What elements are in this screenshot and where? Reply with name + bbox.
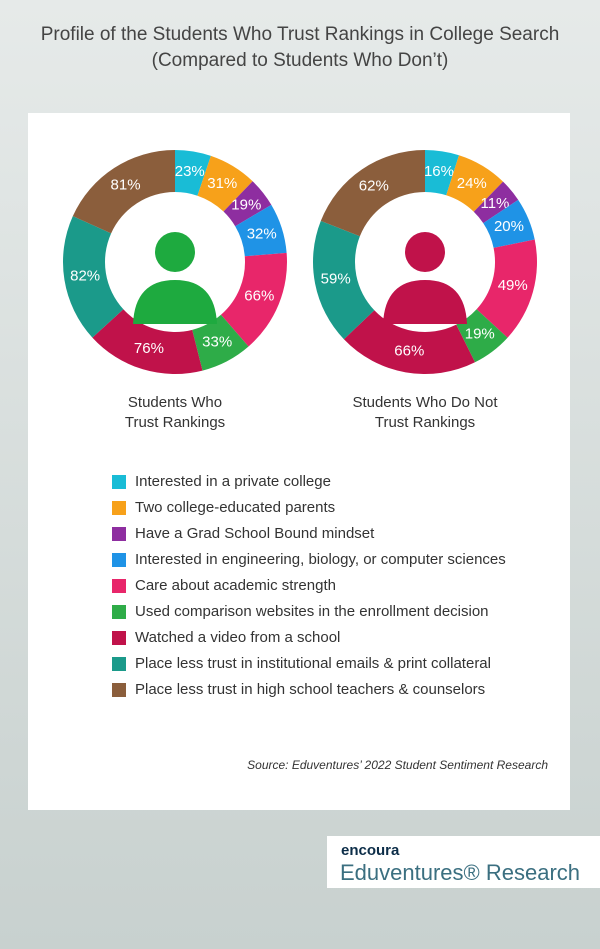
value-label: 49% [498, 277, 528, 294]
donut-segment [473, 181, 519, 224]
legend-label: Place less trust in high school teachers… [135, 681, 485, 698]
legend-swatch [112, 501, 126, 515]
donut-segment [175, 150, 211, 196]
legend-swatch [112, 527, 126, 541]
value-label: 59% [321, 270, 351, 287]
legend-swatch [112, 631, 126, 645]
value-label: 19% [231, 196, 261, 213]
value-label: 31% [207, 175, 237, 192]
value-label: 19% [465, 326, 495, 343]
donut-segment [446, 155, 504, 212]
donut-segment [235, 204, 287, 257]
icon-head [405, 232, 445, 272]
value-label: 81% [111, 177, 141, 194]
donut-segment [425, 150, 459, 196]
legend-label: Interested in a private college [135, 473, 331, 490]
value-label: 66% [244, 287, 274, 304]
donut-segment [483, 199, 535, 248]
legend-label: Two college-educated parents [135, 499, 335, 516]
donut-segment [72, 150, 175, 234]
source: Source: Eduventures’ 2022 Student Sentim… [247, 758, 548, 772]
legend-swatch [112, 475, 126, 489]
value-label: 23% [175, 163, 205, 180]
icon-body [383, 280, 467, 324]
value-label: 11% [480, 195, 509, 212]
value-label: 32% [247, 225, 277, 242]
legend-swatch [112, 683, 126, 697]
donut-segment [343, 310, 475, 374]
donut-segment [192, 314, 249, 371]
donut-segment [313, 220, 375, 340]
icon-head [155, 232, 195, 272]
donut-segment [476, 239, 537, 338]
series-name: Students Who Trust Rankings [124, 394, 226, 431]
value-label: 66% [394, 343, 424, 360]
legend-label: Have a Grad School Bound mindset [135, 525, 375, 542]
value-label: 33% [202, 334, 232, 351]
donut-segment [456, 309, 508, 363]
legend-label: Place less trust in institutional emails… [135, 655, 491, 672]
logo: encoura Eduventures® Research [327, 836, 600, 888]
donut-segment [92, 309, 203, 374]
donut-segment [220, 252, 288, 347]
value-label: 62% [359, 178, 389, 195]
value-label: 82% [70, 267, 100, 284]
value-label: 16% [424, 163, 454, 180]
value-label: 24% [457, 175, 487, 192]
value-label: 20% [494, 218, 524, 235]
series-name: Students Who Do Not Trust Rankings [352, 394, 498, 431]
legend-label: Watched a video from a school [135, 629, 340, 646]
legend-swatch [112, 657, 126, 671]
legend-swatch [112, 579, 126, 593]
chart-title: Profile of the Students Who Trust Rankin… [40, 24, 560, 71]
legend-label: Used comparison websites in the enrollme… [135, 603, 489, 620]
logo-text: encoura [341, 842, 400, 859]
legend-label: Care about academic strength [135, 577, 336, 594]
donut-segment [320, 150, 425, 237]
legend-swatch [112, 605, 126, 619]
donut-segment [62, 216, 124, 338]
logo-subtitle: Eduventures® Research [340, 860, 581, 885]
legend-label: Interested in engineering, biology, or c… [135, 551, 506, 568]
legend-swatch [112, 553, 126, 567]
donut-segment [223, 181, 272, 227]
value-label: 76% [134, 340, 164, 357]
icon-body [133, 280, 217, 324]
donut-segment [197, 155, 253, 212]
